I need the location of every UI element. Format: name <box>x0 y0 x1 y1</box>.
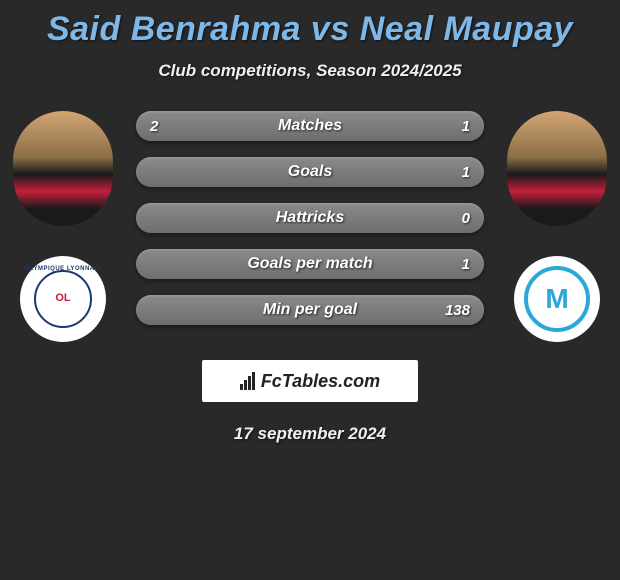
stat-label: Min per goal <box>263 301 357 319</box>
stat-right-value: 138 <box>445 302 470 319</box>
right-player-photo <box>507 111 607 226</box>
stat-right-value: 1 <box>462 118 470 135</box>
right-club-logo <box>514 256 600 342</box>
stats-column: 2 Matches 1 Goals 1 Hattricks 0 Goals pe… <box>118 111 502 325</box>
stat-bar-goals: Goals 1 <box>136 157 484 187</box>
stat-label: Matches <box>278 117 342 135</box>
date-text: 17 september 2024 <box>0 424 620 444</box>
main-row: OLYMPIQUE LYONNAIS 2 Matches 1 Goals 1 H… <box>0 111 620 342</box>
right-player-column <box>502 111 612 342</box>
lyon-ring-text: OLYMPIQUE LYONNAIS <box>25 266 102 272</box>
stat-label: Goals <box>288 163 332 181</box>
stat-bar-goals-per-match: Goals per match 1 <box>136 249 484 279</box>
stat-left-value: 2 <box>150 118 158 135</box>
stat-right-value: 1 <box>462 164 470 181</box>
subtitle: Club competitions, Season 2024/2025 <box>0 61 620 81</box>
stat-label: Goals per match <box>247 255 372 273</box>
stat-label: Hattricks <box>276 209 344 227</box>
stat-bar-min-per-goal: Min per goal 138 <box>136 295 484 325</box>
footer-brand-badge: FcTables.com <box>202 360 418 402</box>
chart-icon <box>240 372 255 390</box>
page-title: Said Benrahma vs Neal Maupay <box>0 10 620 49</box>
left-club-logo: OLYMPIQUE LYONNAIS <box>20 256 106 342</box>
stat-bar-hattricks: Hattricks 0 <box>136 203 484 233</box>
stat-right-value: 0 <box>462 210 470 227</box>
footer-brand-text: FcTables.com <box>261 371 380 392</box>
stat-right-value: 1 <box>462 256 470 273</box>
left-player-column: OLYMPIQUE LYONNAIS <box>8 111 118 342</box>
stat-bar-matches: 2 Matches 1 <box>136 111 484 141</box>
infographic-container: Said Benrahma vs Neal Maupay Club compet… <box>0 0 620 444</box>
left-player-photo <box>13 111 113 226</box>
